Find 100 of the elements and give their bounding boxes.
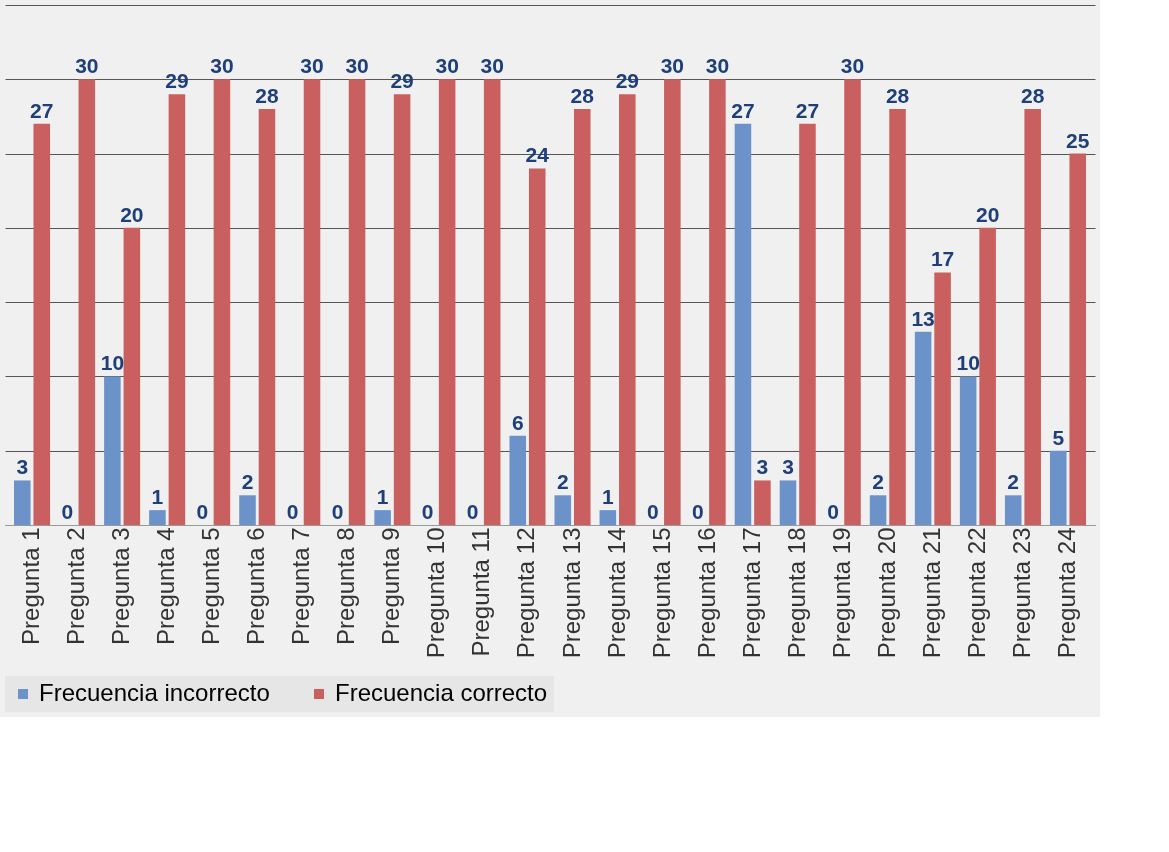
data-label: 30 (660, 54, 685, 78)
data-label: 30 (300, 54, 324, 78)
x-tick-label: Pregunta 10 (422, 527, 450, 659)
x-tick-label: Pregunta 8 (332, 527, 360, 645)
x-tick-label: Pregunta 20 (872, 527, 900, 659)
data-label: 28 (570, 84, 595, 107)
data-label: 1 (601, 485, 614, 509)
data-label: 20 (975, 202, 1000, 226)
x-tick-label: Pregunta 2 (62, 527, 90, 645)
data-label: 10 (956, 351, 980, 375)
data-label: 5 (1052, 425, 1065, 449)
data-label: 28 (255, 84, 279, 107)
data-label: 0 (647, 500, 659, 523)
x-tick-label: Pregunta 23 (1007, 527, 1035, 659)
bar (554, 495, 572, 525)
x-tick-label: Pregunta 19 (827, 527, 855, 659)
data-label: 13 (911, 306, 935, 330)
x-tick-label: Pregunta 7 (287, 527, 315, 645)
data-label: 0 (286, 500, 299, 523)
bar (799, 123, 816, 525)
x-tick-label: Pregunta 13 (557, 527, 585, 659)
data-label: 27 (30, 98, 54, 122)
data-label: 1 (151, 485, 164, 509)
bar (934, 272, 951, 525)
x-tick-label: Pregunta 5 (197, 527, 225, 645)
data-label: 1 (376, 485, 389, 509)
data-label: 3 (16, 455, 29, 479)
data-label: 0 (196, 500, 209, 523)
data-label: 6 (511, 410, 524, 434)
data-label: 3 (782, 455, 794, 479)
x-tick-label: Pregunta 14 (602, 527, 630, 659)
bar (844, 79, 861, 525)
bar (239, 495, 256, 525)
data-label: 0 (692, 500, 704, 523)
bar (1024, 109, 1041, 525)
data-label: 20 (120, 202, 144, 226)
data-label: 3 (756, 455, 769, 479)
bar (869, 495, 887, 525)
data-label: 0 (331, 500, 344, 523)
bar (979, 227, 996, 525)
bar (619, 94, 636, 525)
data-label: 30 (210, 54, 234, 78)
x-tick-label: Pregunta 18 (782, 527, 810, 659)
bar (123, 227, 141, 525)
bar (573, 109, 591, 525)
bar (754, 480, 771, 525)
bar (78, 79, 96, 525)
bar (914, 331, 932, 525)
bar (348, 79, 366, 525)
data-label: 30 (435, 54, 459, 78)
data-label: 0 (421, 500, 434, 523)
bar (509, 435, 527, 525)
x-tick-label: Pregunta 11 (467, 527, 495, 657)
bar (213, 79, 231, 525)
bar (1004, 495, 1022, 525)
x-tick-label: Pregunta 21 (917, 527, 945, 659)
bar (779, 480, 797, 525)
data-label: 28 (1020, 84, 1045, 107)
bar (709, 79, 726, 525)
data-label: 30 (345, 54, 369, 78)
x-tick-label: Pregunta 24 (1052, 527, 1080, 659)
data-label: 17 (930, 247, 955, 271)
bar (258, 109, 276, 525)
bar (528, 168, 546, 525)
bar (959, 376, 977, 525)
bar (374, 510, 391, 525)
bar (168, 94, 186, 525)
legend-label: Frecuencia incorrecto (39, 679, 270, 706)
x-tick-label: Pregunta 15 (647, 527, 675, 659)
x-tick-label: Pregunta 22 (962, 527, 990, 659)
data-label: 0 (61, 500, 74, 523)
data-label: 10 (100, 351, 125, 375)
bar (393, 94, 411, 525)
bar (599, 510, 617, 525)
x-tick-label: Pregunta 6 (242, 527, 270, 645)
bar (149, 510, 166, 525)
x-tick-label: Pregunta 4 (152, 527, 180, 645)
bar (734, 123, 752, 525)
data-label: 0 (827, 500, 839, 523)
x-tick-label: Pregunta 16 (692, 527, 720, 659)
data-label: 27 (731, 98, 755, 122)
bar (889, 109, 906, 525)
bar (438, 79, 456, 525)
bar (104, 376, 121, 525)
x-tick-label: Pregunta 3 (107, 527, 135, 645)
data-label: 30 (480, 54, 504, 78)
bar (664, 79, 681, 525)
data-label: 2 (872, 470, 884, 494)
bar (33, 123, 51, 525)
bar (483, 79, 501, 525)
data-label: 25 (1066, 128, 1090, 152)
legend-label: Frecuencia correcto (335, 679, 548, 706)
data-label: 2 (1007, 470, 1020, 494)
bar (303, 79, 321, 525)
data-label: 30 (705, 54, 730, 78)
data-label: 27 (795, 98, 820, 122)
bar (14, 480, 31, 525)
x-tick-label: Pregunta 17 (737, 527, 765, 659)
data-label: 30 (840, 54, 865, 78)
data-label: 28 (885, 84, 910, 107)
